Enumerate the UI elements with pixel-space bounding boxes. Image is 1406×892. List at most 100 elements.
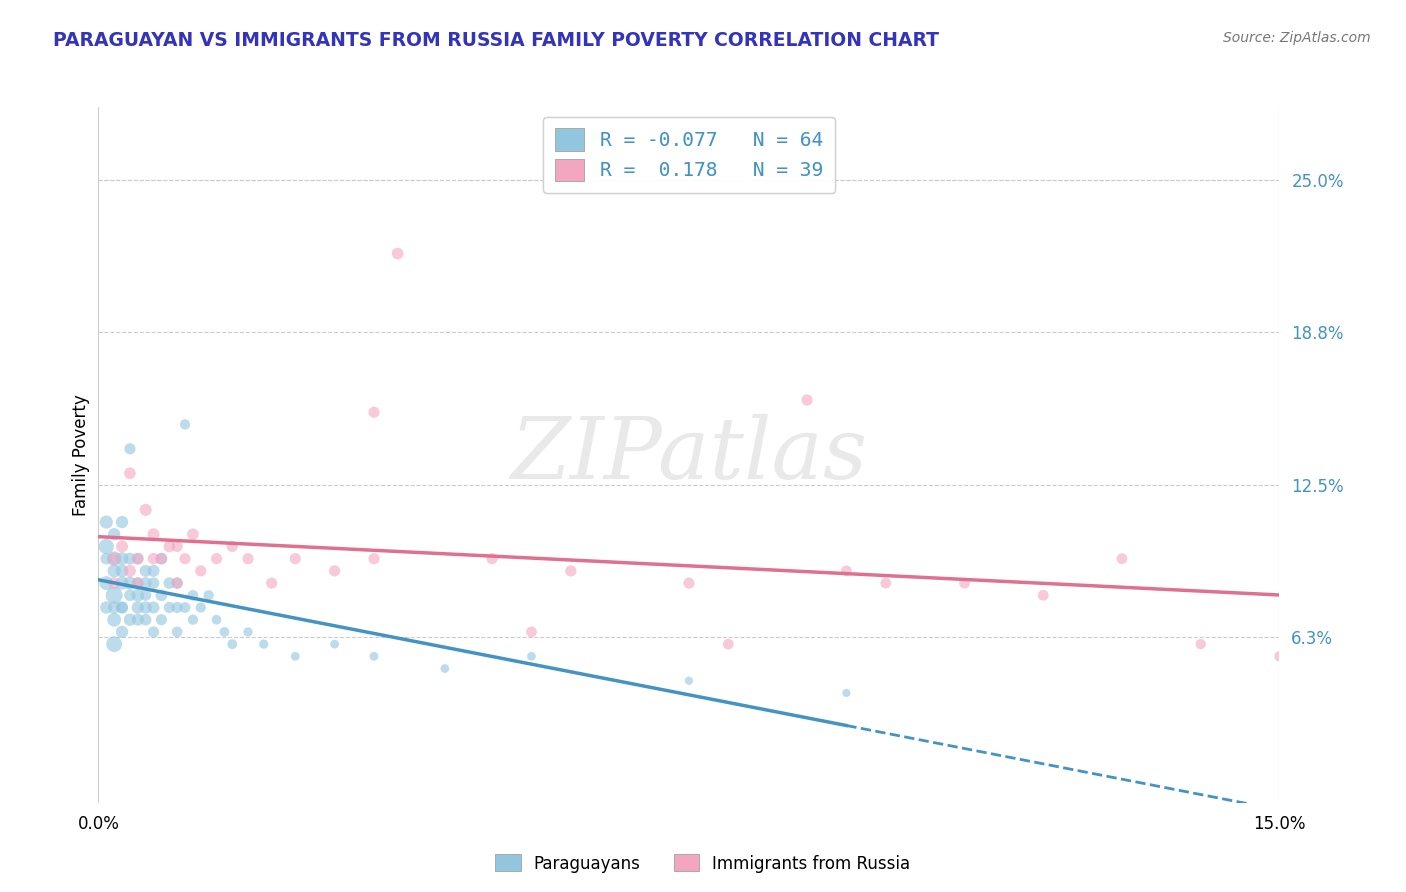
Point xyxy=(96,540,118,554)
Point xyxy=(150,588,173,602)
Point xyxy=(111,576,134,591)
Point xyxy=(221,540,243,554)
Point xyxy=(174,417,197,432)
Point xyxy=(127,551,149,566)
Point xyxy=(118,576,141,591)
Point xyxy=(135,576,157,591)
Point xyxy=(387,246,409,260)
Point xyxy=(127,576,149,591)
Point xyxy=(363,405,385,419)
Point xyxy=(111,540,134,554)
Y-axis label: Family Poverty: Family Poverty xyxy=(72,394,90,516)
Point xyxy=(96,551,118,566)
Point xyxy=(205,613,228,627)
Point xyxy=(520,624,543,639)
Point xyxy=(174,600,197,615)
Point xyxy=(142,624,165,639)
Point xyxy=(103,613,125,627)
Point xyxy=(157,576,180,591)
Point xyxy=(142,527,165,541)
Point xyxy=(181,613,204,627)
Point xyxy=(1111,551,1133,566)
Point xyxy=(103,637,125,651)
Point xyxy=(150,551,173,566)
Point xyxy=(135,588,157,602)
Point xyxy=(1032,588,1054,602)
Point xyxy=(150,613,173,627)
Point xyxy=(127,551,149,566)
Point xyxy=(323,564,346,578)
Point xyxy=(717,637,740,651)
Point xyxy=(520,649,543,664)
Point xyxy=(953,576,976,591)
Point xyxy=(205,551,228,566)
Point xyxy=(103,564,125,578)
Point xyxy=(236,624,259,639)
Point xyxy=(118,442,141,456)
Point xyxy=(221,637,243,651)
Point xyxy=(111,551,134,566)
Point xyxy=(103,551,125,566)
Point xyxy=(181,588,204,602)
Text: PARAGUAYAN VS IMMIGRANTS FROM RUSSIA FAMILY POVERTY CORRELATION CHART: PARAGUAYAN VS IMMIGRANTS FROM RUSSIA FAM… xyxy=(53,31,939,50)
Point xyxy=(363,649,385,664)
Point xyxy=(150,551,173,566)
Point xyxy=(96,515,118,529)
Point xyxy=(118,551,141,566)
Point xyxy=(135,613,157,627)
Legend: R = -0.077   N = 64, R =  0.178   N = 39: R = -0.077 N = 64, R = 0.178 N = 39 xyxy=(543,117,835,193)
Point xyxy=(135,503,157,517)
Point xyxy=(127,600,149,615)
Point xyxy=(678,673,700,688)
Point xyxy=(323,637,346,651)
Point xyxy=(111,564,134,578)
Point xyxy=(433,661,456,675)
Point xyxy=(678,576,700,591)
Point xyxy=(174,551,197,566)
Point xyxy=(363,551,385,566)
Point xyxy=(111,600,134,615)
Point xyxy=(835,564,858,578)
Point xyxy=(111,624,134,639)
Point xyxy=(118,564,141,578)
Point xyxy=(111,515,134,529)
Point xyxy=(127,576,149,591)
Point xyxy=(96,600,118,615)
Point xyxy=(260,576,283,591)
Point xyxy=(560,564,582,578)
Point xyxy=(166,600,188,615)
Point xyxy=(127,588,149,602)
Point xyxy=(1189,637,1212,651)
Point xyxy=(835,686,858,700)
Point xyxy=(1268,649,1291,664)
Point xyxy=(481,551,503,566)
Point xyxy=(157,540,180,554)
Point xyxy=(284,551,307,566)
Point xyxy=(111,600,134,615)
Point xyxy=(142,600,165,615)
Point xyxy=(118,467,141,481)
Point xyxy=(284,649,307,664)
Point xyxy=(96,576,118,591)
Point xyxy=(157,600,180,615)
Legend: Paraguayans, Immigrants from Russia: Paraguayans, Immigrants from Russia xyxy=(489,847,917,880)
Point xyxy=(214,624,236,639)
Point xyxy=(142,564,165,578)
Point xyxy=(103,576,125,591)
Point xyxy=(236,551,259,566)
Point xyxy=(190,600,212,615)
Point xyxy=(127,613,149,627)
Point xyxy=(135,564,157,578)
Point xyxy=(197,588,219,602)
Point xyxy=(796,392,818,407)
Point xyxy=(875,576,897,591)
Point xyxy=(103,527,125,541)
Point xyxy=(118,613,141,627)
Point xyxy=(103,600,125,615)
Point xyxy=(190,564,212,578)
Point xyxy=(166,576,188,591)
Point xyxy=(118,588,141,602)
Point xyxy=(253,637,276,651)
Point xyxy=(103,551,125,566)
Text: Source: ZipAtlas.com: Source: ZipAtlas.com xyxy=(1223,31,1371,45)
